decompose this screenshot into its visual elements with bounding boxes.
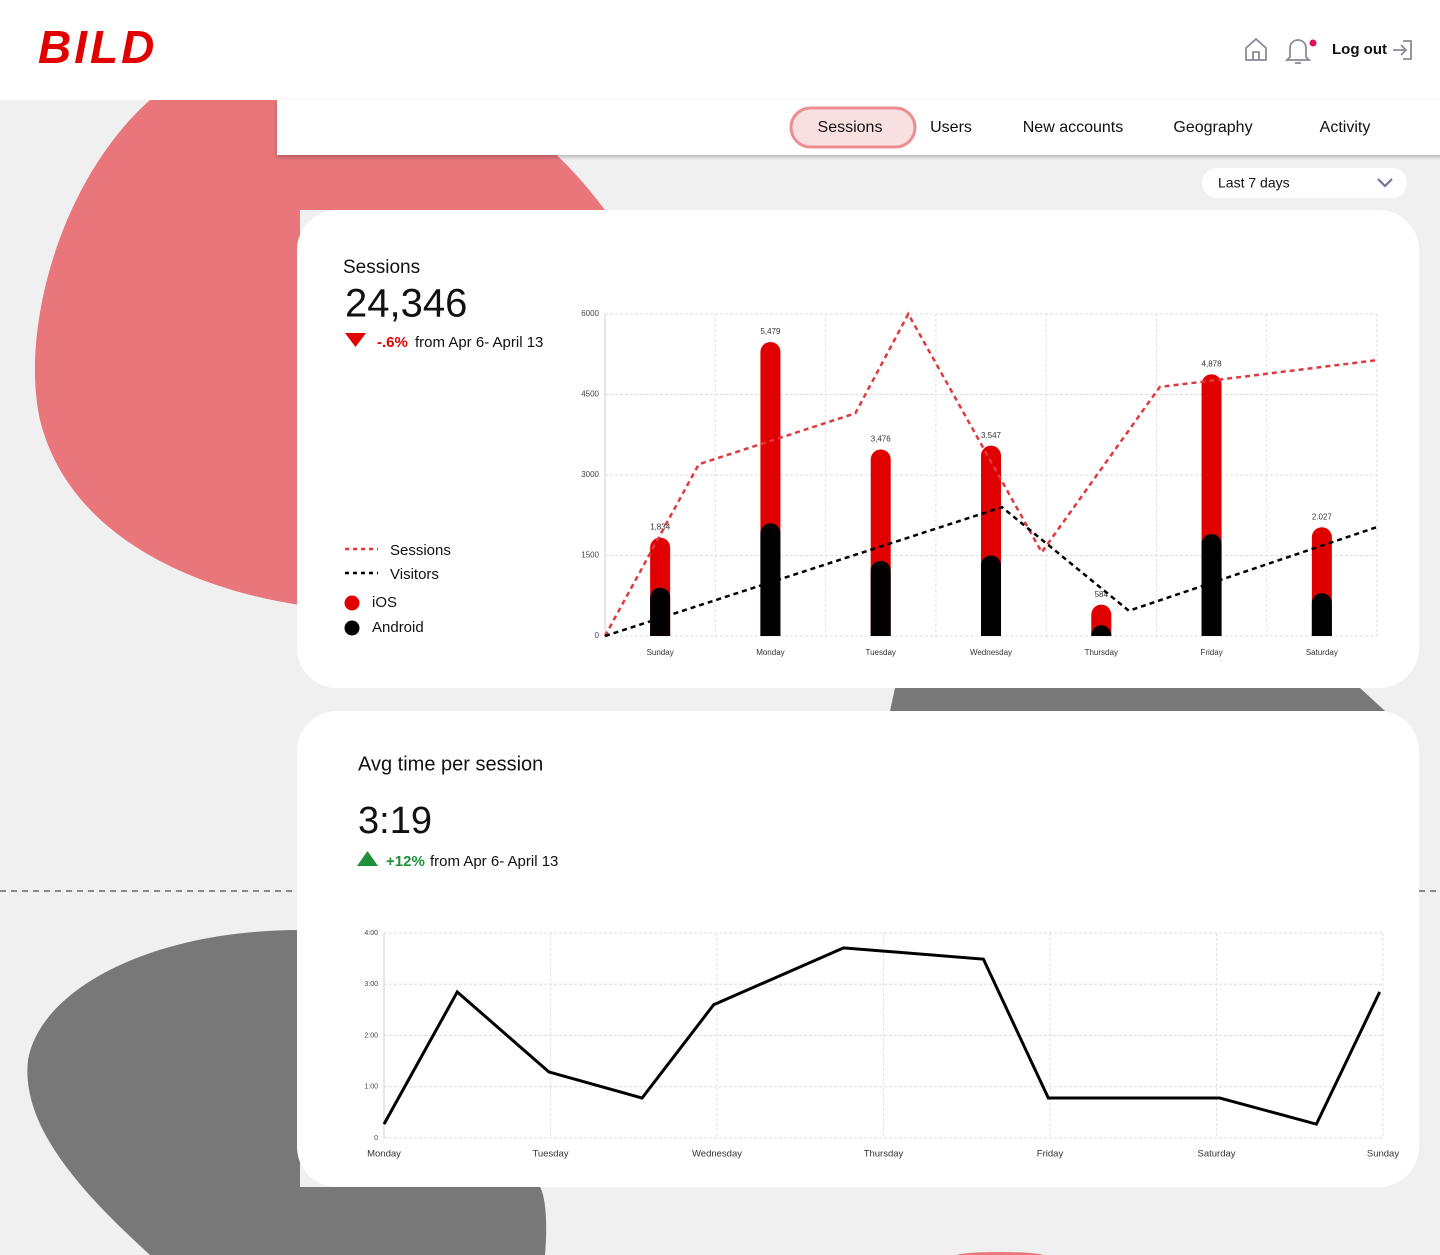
kpi-value: 24,346 (345, 282, 467, 326)
bar-label: 1,834 (650, 523, 671, 532)
blob-gray (890, 688, 1385, 711)
bar-segment (1201, 534, 1222, 636)
x-tick-label: Tuesday (866, 648, 896, 657)
nav-tab[interactable]: Geography (1173, 119, 1252, 136)
nav-tab[interactable]: New accounts (1023, 119, 1124, 136)
line-series (604, 505, 1378, 638)
kpi-change: -.6% (377, 334, 408, 351)
card-title: Sessions (343, 257, 420, 278)
legend-label: Android (372, 619, 424, 636)
legend-label: Visitors (390, 566, 439, 583)
nav-tab[interactable]: Sessions (818, 119, 883, 136)
logo[interactable]: BILD (38, 21, 157, 73)
kpi-value: 3:19 (358, 800, 432, 842)
x-tick-label: Saturday (1197, 1149, 1235, 1160)
y-tick-label: 4500 (581, 390, 599, 399)
y-tick-label: 4:00 (364, 930, 378, 937)
time-chart: 0 1:00 2:00 3:00 4:00 Monday Tuesday Wednesday T… (364, 930, 1399, 1160)
y-tick-label: 3:00 (364, 981, 378, 988)
bar-label: 3,476 (871, 435, 892, 444)
down-arrow (345, 333, 366, 347)
y-tick-label: 2:00 (364, 1032, 378, 1039)
bar-label: 5,479 (760, 327, 781, 336)
x-tick-label: Sunday (1367, 1149, 1399, 1160)
blob-gray (27, 930, 547, 1255)
legend-swatch (344, 595, 360, 611)
y-tick-label: 1500 (581, 551, 599, 560)
kpi-change: +12% (386, 853, 425, 870)
x-tick-label: Friday (1200, 648, 1222, 657)
bar-segment (981, 555, 1001, 636)
logout-link[interactable]: Log out (1332, 41, 1387, 58)
bar-label: 584 (1095, 590, 1109, 599)
bar-segment (1311, 593, 1332, 636)
bar-segment (650, 587, 671, 636)
bar-label: 2.027 (1312, 512, 1333, 521)
x-tick-label: Thursday (864, 1149, 904, 1160)
y-tick-label: 3000 (581, 470, 599, 479)
nav-tab[interactable]: Activity (1320, 119, 1371, 136)
active-tab-pill (789, 106, 917, 149)
x-tick-label: Saturday (1306, 648, 1338, 657)
header (0, 0, 1440, 100)
bell-icon[interactable] (1284, 39, 1312, 64)
y-tick-label: 6000 (581, 309, 599, 318)
line-series (603, 311, 1378, 637)
home-icon[interactable] (1245, 37, 1267, 61)
blob-pink (956, 1252, 1044, 1255)
x-tick-label: Wednesday (692, 1149, 742, 1160)
card (297, 210, 1419, 688)
date-filter[interactable] (1202, 168, 1407, 198)
bar-segment (760, 523, 781, 636)
notification-dot (1309, 39, 1317, 47)
bar-label: 4,878 (1202, 359, 1223, 368)
y-tick-label: 1:00 (364, 1084, 378, 1091)
y-tick-label: 0 (595, 631, 600, 640)
legend-label: iOS (372, 594, 397, 611)
y-tick-label: 0 (374, 1135, 378, 1142)
x-tick-label: Monday (756, 648, 784, 657)
legend-swatch (344, 620, 360, 636)
legend-label: Sessions (390, 542, 451, 559)
sessions-chart: 0 1500 3000 4500 6000 Sunday Monday Tuesday Wedn… (344, 309, 1378, 657)
card-title: Avg time per session (358, 753, 543, 775)
x-tick-label: Thursday (1085, 648, 1118, 657)
x-tick-label: Tuesday (532, 1149, 568, 1160)
x-tick-label: Friday (1037, 1149, 1064, 1160)
x-tick-label: Wednesday (970, 648, 1012, 657)
kpi-change-text: from Apr 6- April 13 (430, 853, 558, 870)
line-series (382, 946, 1382, 1126)
logout-icon[interactable] (1393, 40, 1412, 60)
date-filter-label: Last 7 days (1218, 175, 1290, 191)
up-arrow (357, 851, 378, 866)
kpi-change-text: from Apr 6- April 13 (415, 334, 543, 351)
chevron (1377, 178, 1393, 188)
bar-segment (870, 560, 891, 636)
x-tick-label: Monday (367, 1149, 401, 1160)
x-tick-label: Sunday (647, 648, 674, 657)
bar-label: 3.547 (981, 431, 1002, 440)
nav-tab[interactable]: Users (930, 119, 972, 136)
blob-pink (34, 100, 606, 605)
bar-segment (1091, 625, 1112, 636)
